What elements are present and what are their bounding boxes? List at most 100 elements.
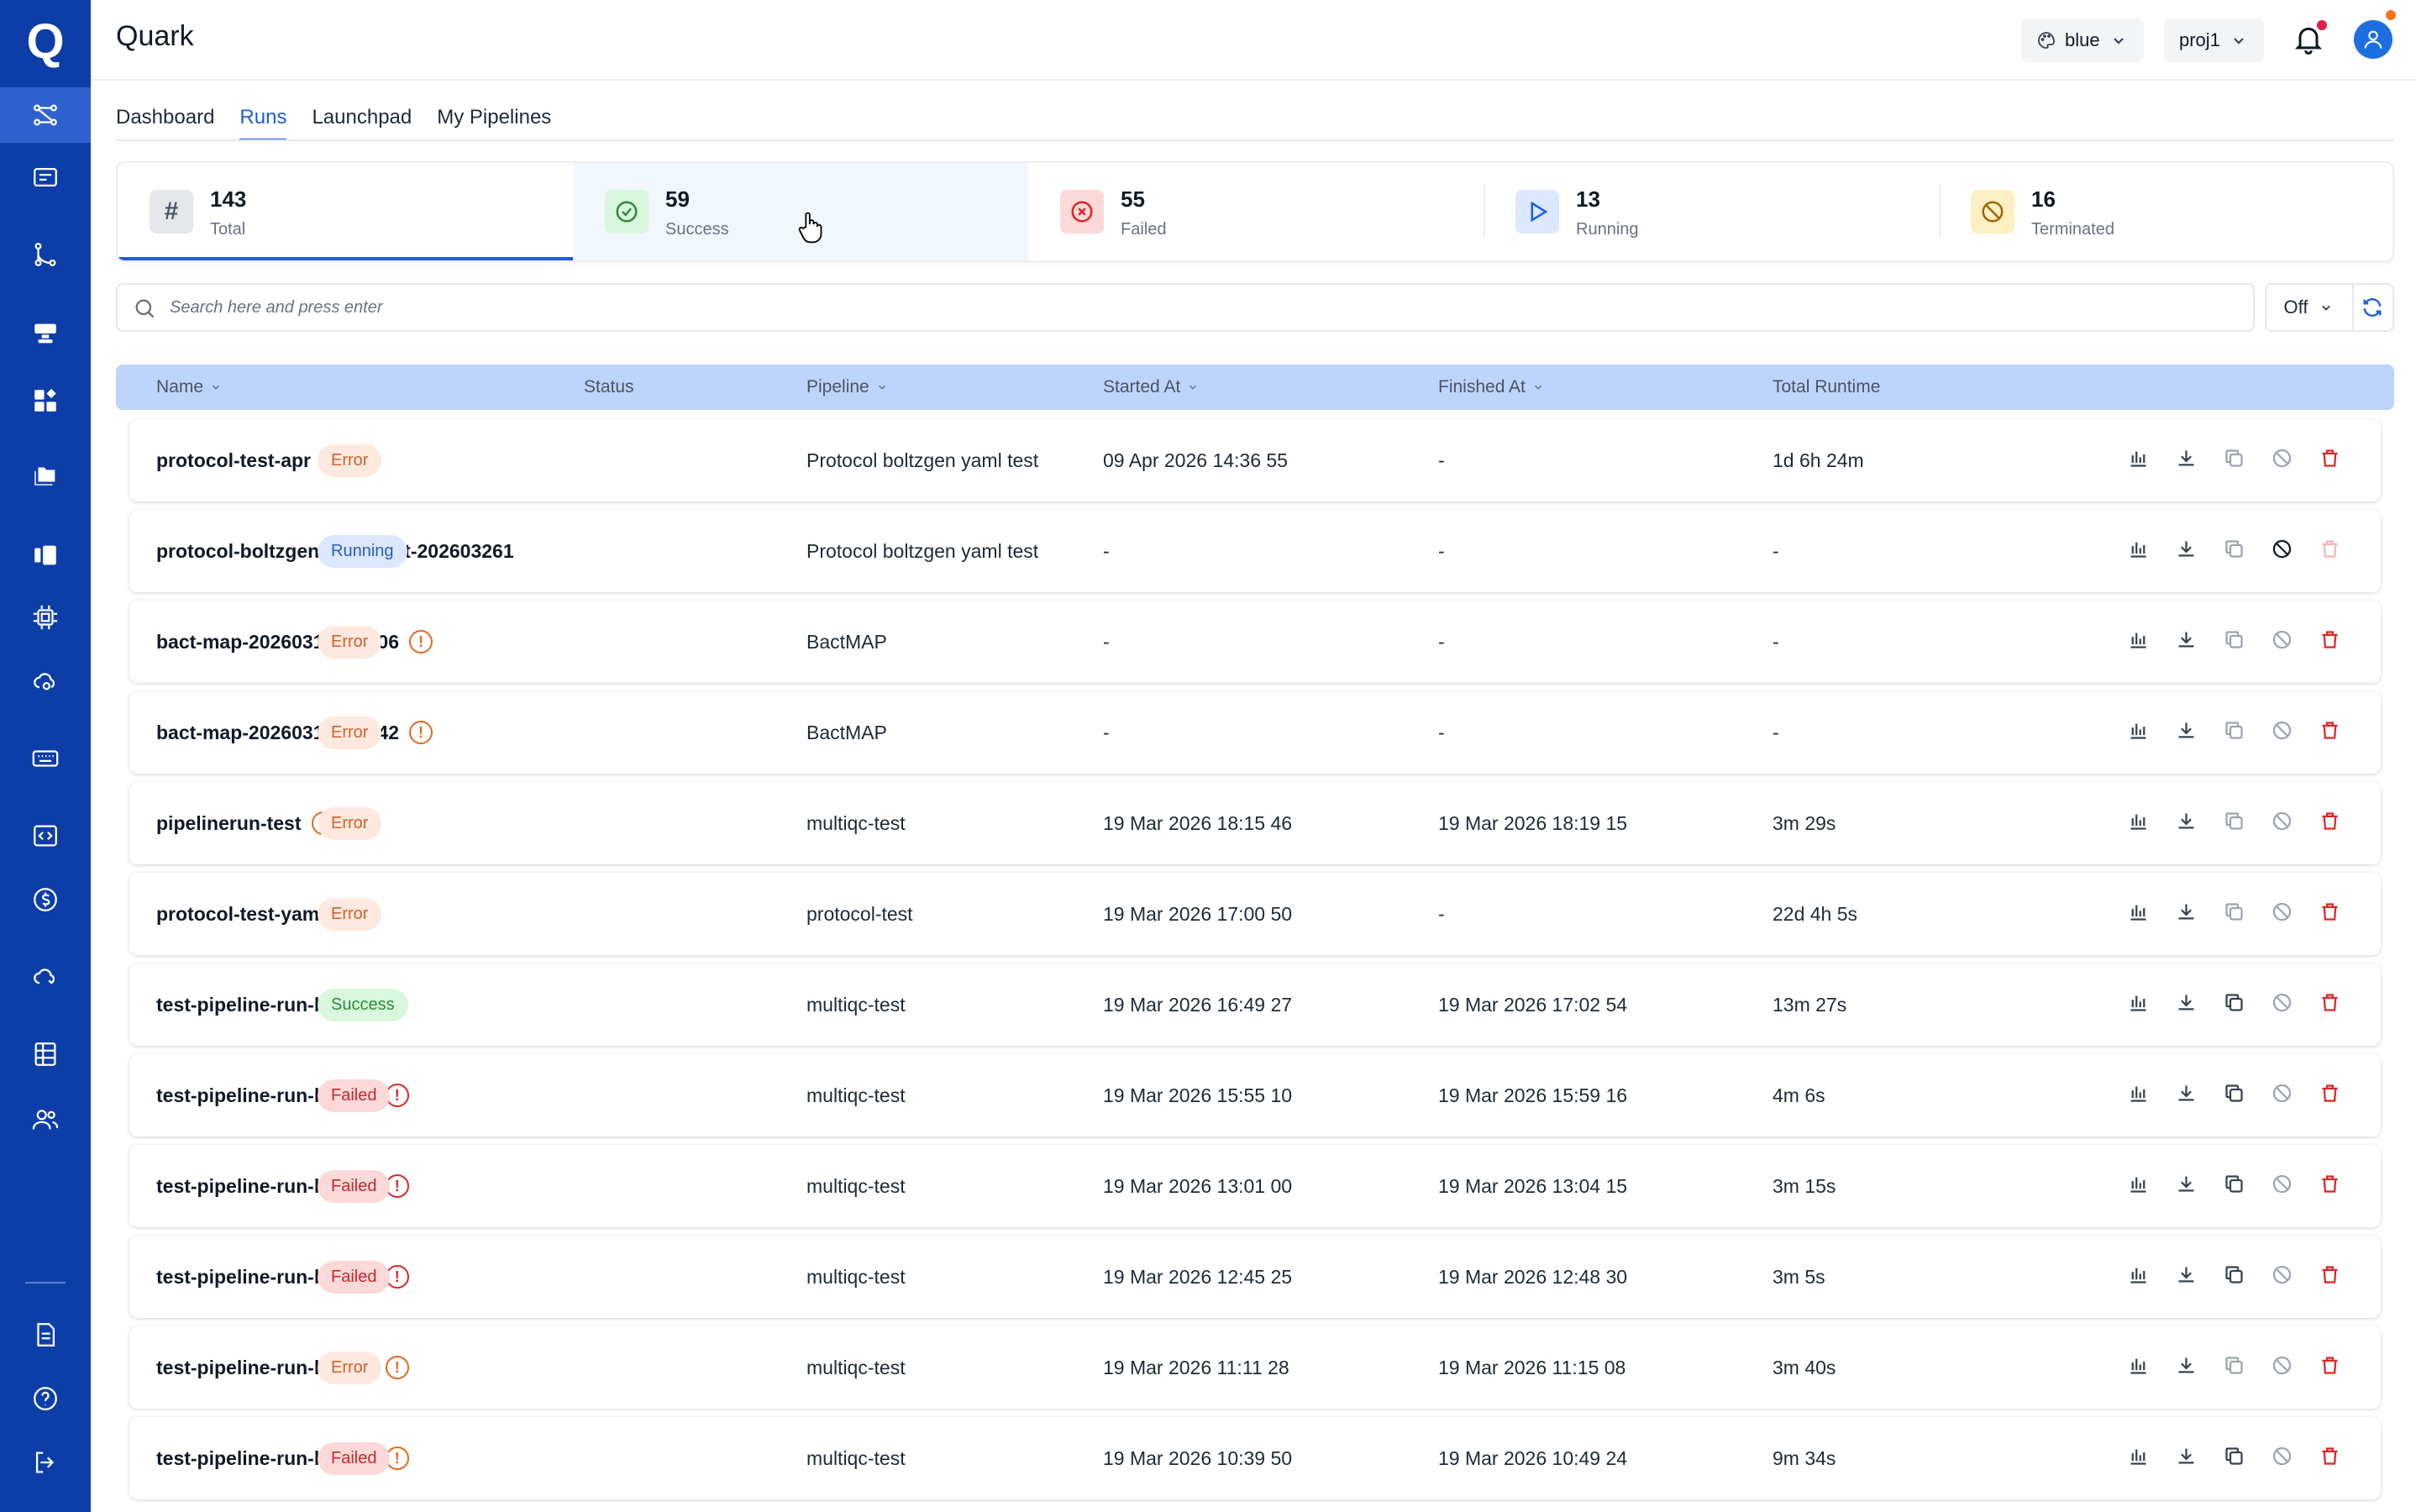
cancel-button[interactable]	[2271, 1173, 2293, 1200]
metrics-button[interactable]	[2127, 991, 2150, 1018]
bell-icon[interactable]	[2292, 22, 2325, 55]
sidebar-item-users[interactable]	[0, 1092, 91, 1147]
column-header-started-at[interactable]: Started At	[1103, 377, 1199, 397]
sidebar-item-cloud-sync[interactable]	[0, 949, 91, 1005]
delete-button[interactable]	[2319, 447, 2341, 474]
download-button[interactable]	[2175, 900, 2198, 927]
table-row[interactable]: bact-map-20260319181842! Error BactMAP - - -	[129, 691, 2381, 774]
column-header-finished-at[interactable]: Finished At	[1438, 377, 1544, 397]
delete-button[interactable]	[2319, 1082, 2341, 1109]
sidebar-item-help[interactable]	[0, 1371, 91, 1426]
metrics-button[interactable]	[2127, 538, 2150, 564]
metrics-button[interactable]	[2127, 1354, 2150, 1381]
cancel-button[interactable]	[2271, 1082, 2293, 1109]
warning-icon[interactable]: !	[408, 630, 433, 654]
metrics-button[interactable]	[2127, 628, 2150, 655]
warning-icon[interactable]: !	[385, 1356, 409, 1379]
download-button[interactable]	[2175, 1445, 2198, 1472]
copy-button[interactable]	[2223, 719, 2245, 746]
table-row[interactable]: protocol-boltzgen-yaml-test-202603261Run…	[129, 510, 2381, 592]
delete-button[interactable]	[2319, 810, 2341, 837]
project-selector[interactable]: proj1	[2164, 18, 2264, 62]
sidebar-item-datasets[interactable]	[0, 150, 91, 205]
download-button[interactable]	[2175, 1173, 2198, 1200]
sidebar-item-workflow[interactable]	[0, 227, 91, 282]
copy-button[interactable]	[2223, 1445, 2245, 1472]
stat-running[interactable]: 13 Running	[1484, 163, 1939, 260]
stat-success[interactable]: 59 Success	[573, 163, 1028, 260]
sidebar-item-keyboard[interactable]	[0, 731, 91, 786]
cancel-button[interactable]	[2271, 628, 2293, 655]
column-header-name[interactable]: Name	[156, 377, 222, 397]
cancel-button[interactable]	[2271, 991, 2293, 1018]
table-row[interactable]: protocol-test-yaml!Errorprotocol-test19 …	[129, 873, 2381, 955]
metrics-button[interactable]	[2127, 810, 2150, 837]
copy-button[interactable]	[2223, 810, 2245, 837]
table-row[interactable]: pipelinerun-test!Error multiqc-test 19 Mar…	[129, 782, 2381, 864]
delete-button[interactable]	[2319, 991, 2341, 1018]
tab-my-pipelines[interactable]: My Pipelines	[437, 106, 552, 129]
download-button[interactable]	[2175, 810, 2198, 837]
table-row[interactable]: test-pipeline-run-local-7 Success multiqc-…	[129, 963, 2381, 1046]
sidebar-item-chip[interactable]	[0, 590, 91, 645]
stat-total[interactable]: # 143 Total	[118, 163, 573, 260]
download-button[interactable]	[2175, 991, 2198, 1018]
sidebar-item-apps[interactable]	[0, 373, 91, 428]
delete-button[interactable]	[2319, 538, 2341, 564]
theme-selector[interactable]: blue	[2021, 18, 2144, 62]
run-name[interactable]: pipelinerun-test	[156, 811, 302, 834]
copy-button[interactable]	[2223, 900, 2245, 927]
metrics-button[interactable]	[2127, 719, 2150, 746]
delete-button[interactable]	[2319, 1173, 2341, 1200]
copy-button[interactable]	[2223, 1354, 2245, 1381]
download-button[interactable]	[2175, 538, 2198, 564]
cancel-button[interactable]	[2271, 810, 2293, 837]
tab-dashboard[interactable]: Dashboard	[116, 106, 215, 129]
delete-button[interactable]	[2319, 1354, 2341, 1381]
run-name[interactable]: protocol-test-yaml	[156, 902, 325, 925]
cancel-button[interactable]	[2271, 719, 2293, 746]
auto-refresh-select[interactable]: Off	[2265, 283, 2354, 332]
refresh-button[interactable]	[2352, 283, 2394, 332]
delete-button[interactable]	[2319, 900, 2341, 927]
download-button[interactable]	[2175, 1263, 2198, 1290]
download-button[interactable]	[2175, 447, 2198, 474]
copy-button[interactable]	[2223, 628, 2245, 655]
tab-runs[interactable]: Runs	[239, 106, 287, 141]
tab-launchpad[interactable]: Launchpad	[312, 106, 412, 129]
table-row[interactable]: protocol-test-apr!Error Protocol boltzgen…	[129, 419, 2381, 501]
sidebar-item-table[interactable]	[0, 1026, 91, 1082]
sidebar-item-compute[interactable]	[0, 306, 91, 361]
table-row[interactable]: test-pipeline-run-local-6! Failed multiqc-…	[129, 1054, 2381, 1137]
sidebar-item-code[interactable]	[0, 808, 91, 864]
sidebar-item-billing[interactable]	[0, 872, 91, 927]
download-button[interactable]	[2175, 628, 2198, 655]
delete-button[interactable]	[2319, 1263, 2341, 1290]
table-row[interactable]: test-pipeline-run-local-3! Failed multiqc-…	[129, 1417, 2381, 1499]
sidebar-item-docs[interactable]	[0, 1307, 91, 1362]
metrics-button[interactable]	[2127, 1445, 2150, 1472]
sidebar-item-logout[interactable]	[0, 1435, 91, 1490]
table-row[interactable]: bact-map-20260319182006! Error BactMAP - - -	[129, 601, 2381, 683]
metrics-button[interactable]	[2127, 900, 2150, 927]
table-row[interactable]: test-pipeline-run-local-3! Error multiqc-t…	[129, 1326, 2381, 1409]
warning-icon[interactable]: !	[408, 721, 433, 744]
cancel-button[interactable]	[2271, 538, 2293, 564]
table-row[interactable]: test-pipeline-run-local-4! Failed multiqc-…	[129, 1236, 2381, 1318]
cancel-button[interactable]	[2271, 1354, 2293, 1381]
metrics-button[interactable]	[2127, 1173, 2150, 1200]
search-input[interactable]: Search here and press enter	[170, 298, 383, 317]
run-name[interactable]: protocol-test-apr	[156, 449, 311, 471]
sidebar-item-cloud-settings[interactable]	[0, 654, 91, 709]
copy-button[interactable]	[2223, 991, 2245, 1018]
sidebar-item-pipelines[interactable]	[0, 87, 91, 143]
app-logo[interactable]: Q	[26, 14, 65, 69]
delete-button[interactable]	[2319, 719, 2341, 746]
metrics-button[interactable]	[2127, 447, 2150, 474]
sidebar-item-files[interactable]	[0, 447, 91, 502]
cancel-button[interactable]	[2271, 447, 2293, 474]
copy-button[interactable]	[2223, 538, 2245, 564]
download-button[interactable]	[2175, 1354, 2198, 1381]
delete-button[interactable]	[2319, 1445, 2341, 1472]
cancel-button[interactable]	[2271, 900, 2293, 927]
